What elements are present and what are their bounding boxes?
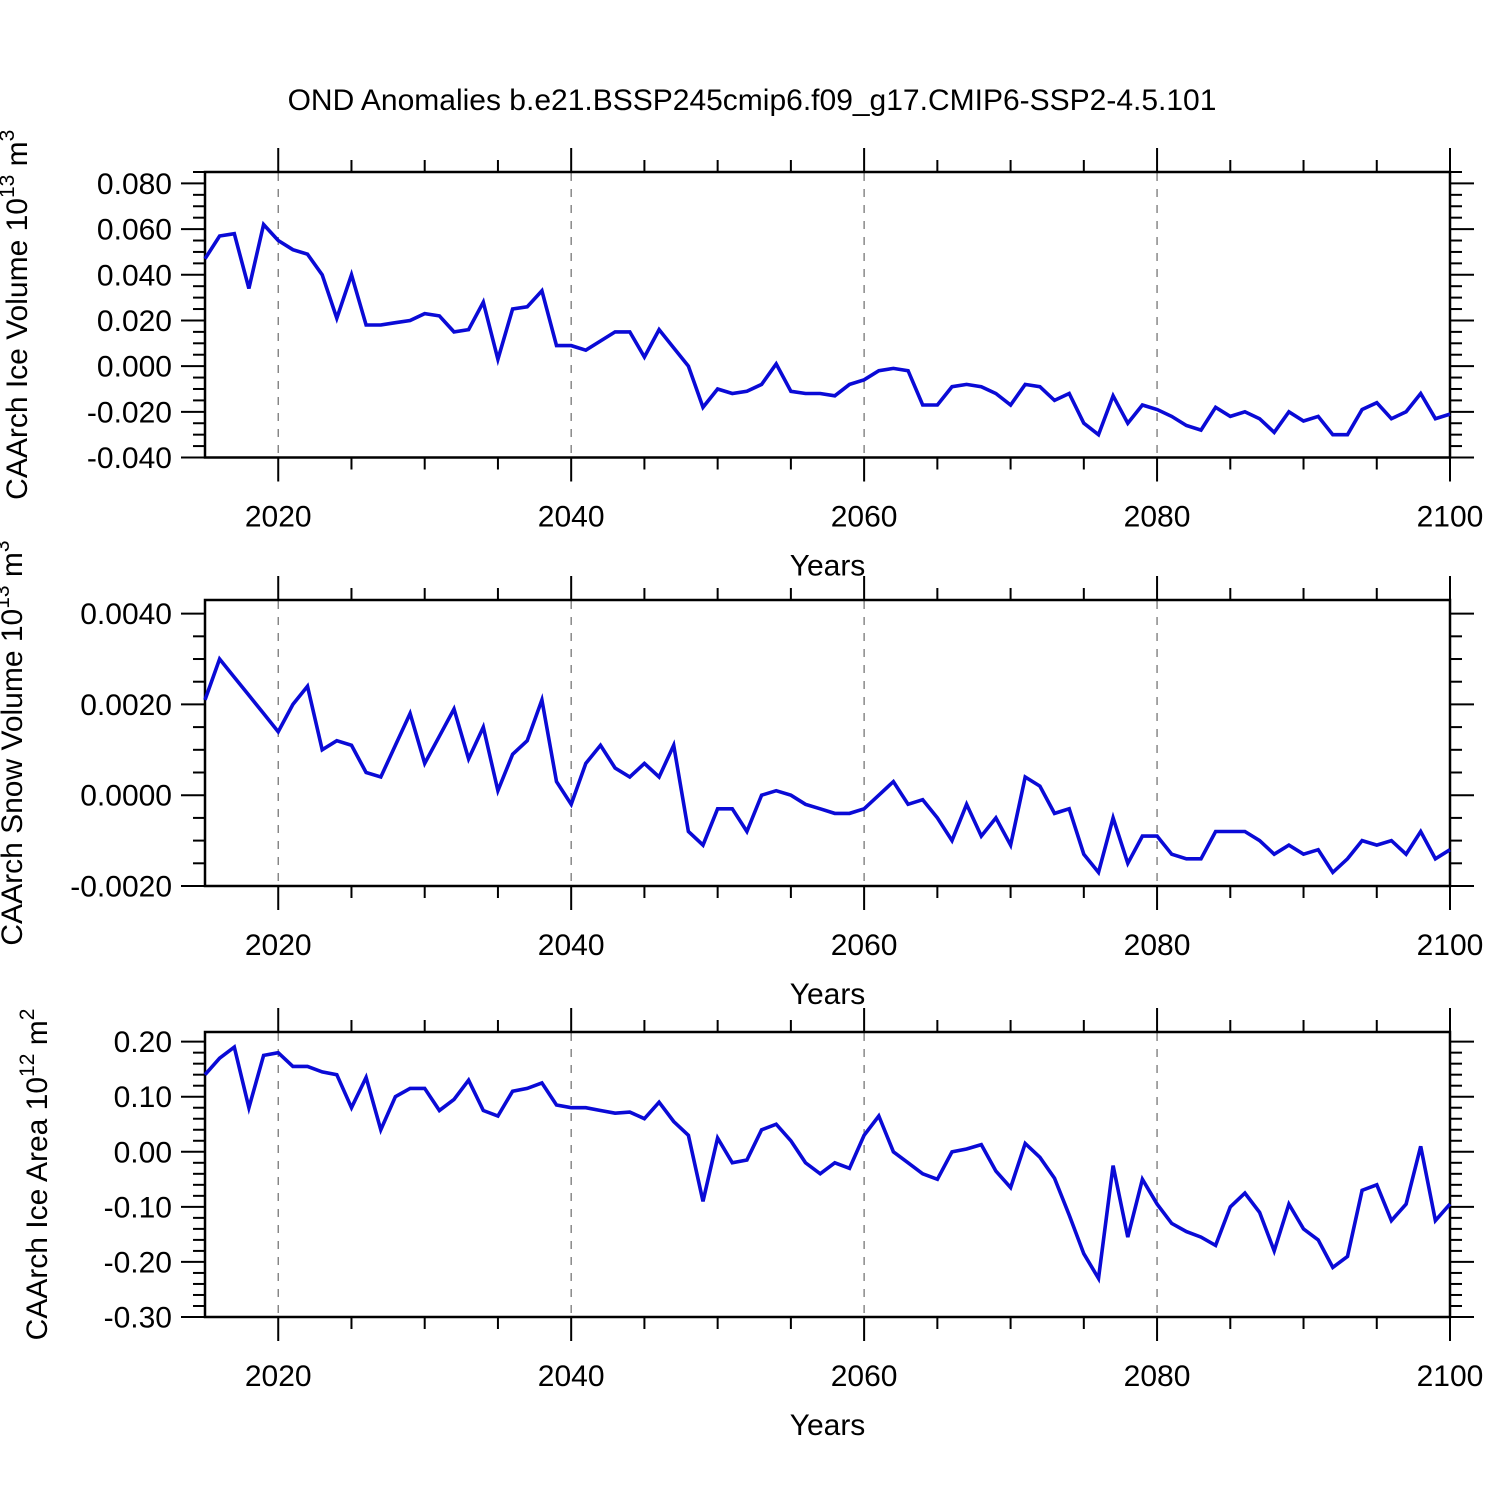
panel-ice-volume: 0.080 0.060 0.040 0.020 0.000 -0.020 -0.040 202… xyxy=(0,130,1483,583)
plot-frame xyxy=(203,598,1452,888)
y-tick-label: -0.10 xyxy=(104,1191,172,1224)
series-line-caarch-snow-volume xyxy=(203,655,1451,877)
y-tick-label: 0.080 xyxy=(97,168,172,201)
axis-ticks xyxy=(181,148,1474,482)
x-tick-label: 2100 xyxy=(1417,929,1484,962)
vertical-gridlines xyxy=(277,173,1158,457)
x-tick-label: 2060 xyxy=(831,929,898,962)
x-tick-label: 2040 xyxy=(538,929,605,962)
y-tick-label: -0.040 xyxy=(87,442,172,475)
y-tick-labels: 0.080 0.060 0.040 0.020 0.000 -0.020 -0.040 xyxy=(87,168,172,475)
x-tick-label: 2080 xyxy=(1124,501,1191,534)
x-axis-label: Years xyxy=(790,978,866,1011)
series-line-caarch-ice-volume xyxy=(203,220,1451,438)
vertical-gridlines xyxy=(277,601,1158,885)
x-tick-label: 2020 xyxy=(245,501,312,534)
y-tick-label: 0.040 xyxy=(97,259,172,292)
x-tick-label: 2060 xyxy=(831,501,898,534)
plot-frame xyxy=(203,170,1452,459)
x-tick-label: 2060 xyxy=(831,1360,898,1393)
y-tick-label: 0.10 xyxy=(114,1081,172,1114)
x-tick-labels: 2020 2040 2060 2080 2100 xyxy=(245,1360,1484,1393)
series-line-caarch-ice-area xyxy=(203,1044,1452,1284)
x-tick-label: 2040 xyxy=(538,1360,605,1393)
axis-ticks xyxy=(181,576,1474,910)
plot-frame xyxy=(203,1030,1452,1319)
y-tick-label: 0.020 xyxy=(97,305,172,338)
panel-snow-volume: 0.0040 0.0020 0.0000 -0.0020 2020 2040 2060 208… xyxy=(0,540,1483,1011)
y-axis-label: CAArch Ice Area 1012 m2 xyxy=(16,1009,54,1341)
y-tick-labels: 0.0040 0.0020 0.0000 -0.0020 xyxy=(70,598,172,903)
y-tick-label: -0.30 xyxy=(104,1302,172,1335)
x-tick-label: 2100 xyxy=(1417,1360,1484,1393)
x-tick-label: 2020 xyxy=(245,1360,312,1393)
y-tick-label: -0.020 xyxy=(87,396,172,429)
vertical-gridlines xyxy=(277,1033,1158,1316)
y-axis-label: CAArch Ice Volume 1013 m3 xyxy=(0,130,34,500)
y-tick-label: 0.20 xyxy=(114,1026,172,1059)
y-tick-label: 0.0020 xyxy=(80,689,172,722)
y-tick-label: 0.0000 xyxy=(80,780,172,813)
y-tick-label: -0.0020 xyxy=(70,871,172,904)
x-tick-labels: 2020 2040 2060 2080 2100 xyxy=(245,929,1484,962)
x-tick-label: 2040 xyxy=(538,501,605,534)
chart-title: OND Anomalies b.e21.BSSP245cmip6.f09_g17… xyxy=(288,84,1217,117)
axis-ticks xyxy=(181,1008,1474,1341)
y-tick-label: 0.060 xyxy=(97,214,172,247)
y-tick-labels: 0.20 0.10 0.00 -0.10 -0.20 -0.30 xyxy=(104,1026,172,1334)
y-axis-label: CAArch Snow Volume 1013 m3 xyxy=(0,540,29,945)
x-axis-label: Years xyxy=(790,1409,866,1442)
x-tick-labels: 2020 2040 2060 2080 2100 xyxy=(245,501,1484,534)
x-tick-label: 2100 xyxy=(1417,501,1484,534)
y-tick-label: 0.000 xyxy=(97,351,172,384)
y-tick-label: 0.00 xyxy=(114,1136,172,1169)
x-axis-label: Years xyxy=(790,550,866,583)
x-tick-label: 2020 xyxy=(245,929,312,962)
y-tick-label: -0.20 xyxy=(104,1246,172,1279)
x-tick-label: 2080 xyxy=(1124,929,1191,962)
y-tick-label: 0.0040 xyxy=(80,598,172,631)
x-tick-label: 2080 xyxy=(1124,1360,1191,1393)
